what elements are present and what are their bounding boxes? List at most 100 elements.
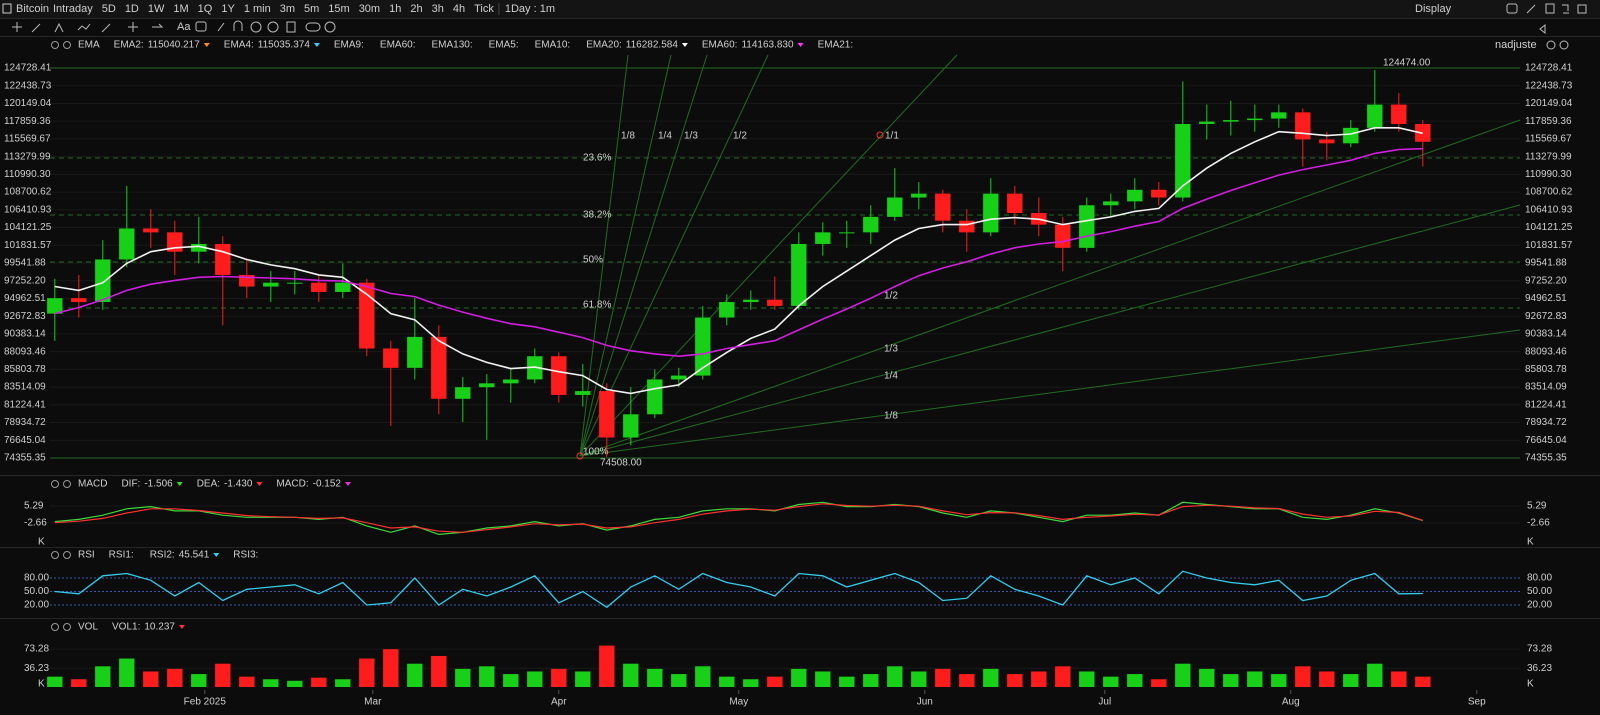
settings-icon[interactable] [51, 551, 59, 559]
settings-icon[interactable] [51, 480, 59, 488]
settings-icon[interactable] [51, 623, 59, 631]
indicator-name[interactable]: MACD [78, 479, 107, 490]
period-button[interactable]: 4h [453, 3, 465, 15]
period-button[interactable]: Tick [474, 3, 494, 15]
volume-bar [47, 676, 63, 687]
period-button[interactable]: 1Q [198, 3, 213, 15]
fan-line [579, 54, 629, 457]
candle-body [1391, 104, 1407, 124]
legend-label: EMA5: [489, 40, 519, 51]
volume-bar [143, 671, 159, 687]
period-button[interactable]: 30m [359, 3, 380, 15]
period-button[interactable]: 1W [148, 3, 165, 15]
wave-tool[interactable] [77, 23, 91, 31]
period-button[interactable]: 1Y [221, 3, 235, 15]
volume-bar [815, 671, 831, 687]
volume-bar [983, 668, 999, 687]
font-tool[interactable]: Aa [177, 21, 191, 33]
crosshair-tool[interactable] [12, 22, 22, 32]
line-tool[interactable] [31, 23, 41, 33]
hide-tool[interactable] [267, 21, 279, 33]
symbol[interactable]: Bitcoin [16, 3, 49, 15]
hide-icon[interactable] [63, 623, 71, 631]
lock-tool[interactable] [250, 21, 262, 33]
magnet-tool[interactable] [233, 20, 243, 31]
camera-icon[interactable] [1506, 3, 1518, 14]
x-tick-label: Apr [551, 697, 567, 708]
candle-body [983, 193, 999, 233]
indicator-name[interactable]: VOL [78, 622, 98, 633]
period-button[interactable]: 3m [280, 3, 295, 15]
pattern-tool[interactable] [54, 22, 64, 33]
fan-label: 1/1 [885, 131, 899, 142]
legend-value: -1.430 [224, 479, 253, 490]
brush-tool[interactable] [101, 23, 111, 33]
fan-handle[interactable] [576, 452, 584, 460]
close-icon[interactable] [1559, 40, 1569, 50]
period-button[interactable]: 5D [102, 3, 116, 15]
y-tick-label: 81224.41 [1525, 399, 1567, 410]
volume-bar [407, 663, 423, 687]
link-tool[interactable] [305, 22, 321, 32]
candle-body [503, 379, 519, 384]
period-button[interactable]: 2h [410, 3, 422, 15]
volume-bar [71, 679, 87, 687]
y-tick-label: 20.00 [1527, 600, 1552, 611]
volume-bar [1367, 663, 1383, 687]
undo-tool[interactable] [152, 23, 164, 28]
settings-icon[interactable] [51, 41, 59, 49]
note-tool[interactable] [195, 21, 207, 32]
volume-bar [503, 674, 519, 687]
adjust-menu[interactable]: nadjuste [1495, 39, 1537, 51]
display-menu[interactable]: Display [1415, 3, 1452, 15]
period-button[interactable]: 5m [304, 3, 319, 15]
y-tick-label: 73.28 [1527, 644, 1552, 655]
candle-body [1343, 127, 1359, 144]
legend-value: 116282.584 [626, 40, 679, 51]
delete-tool[interactable] [286, 21, 296, 33]
back-icon[interactable] [1539, 23, 1546, 35]
period-button[interactable]: 1M [173, 3, 188, 15]
indicator-name[interactable]: RSI [78, 550, 95, 561]
indicator-name[interactable]: EMA [78, 40, 100, 51]
hide-icon[interactable] [63, 551, 71, 559]
hide-icon[interactable] [63, 480, 71, 488]
measure-tool[interactable] [128, 22, 138, 32]
layout-icon[interactable] [1545, 3, 1555, 14]
low-label: 74508.00 [600, 458, 642, 469]
x-tick-label: Feb 2025 [184, 697, 227, 708]
period-button[interactable]: 1 min [244, 3, 271, 15]
y-tick-label: -2.66 [24, 518, 47, 529]
y-tick-label: 117859.36 [4, 116, 51, 127]
candle-body [1175, 123, 1191, 198]
period-button[interactable]: 15m [328, 3, 349, 15]
fan-handle[interactable] [876, 131, 884, 139]
candle-body [359, 282, 375, 349]
candle-body [911, 193, 927, 198]
y-tick-label: -2.66 [1527, 518, 1550, 529]
y-tick-label: 110990.30 [4, 169, 51, 180]
hide-icon[interactable] [63, 41, 71, 49]
fan-line [579, 54, 672, 457]
fan-label: 1/2 [733, 131, 747, 142]
fan-line [579, 204, 1521, 457]
sidebar-icon[interactable] [2, 3, 12, 14]
fan-line [579, 329, 1521, 457]
ruler-tool[interactable] [217, 22, 225, 32]
period-button[interactable]: 1h [389, 3, 401, 15]
settings-tool[interactable] [324, 21, 336, 33]
window-icon[interactable] [1577, 4, 1587, 14]
legend-arrow [797, 43, 804, 47]
period-button[interactable]: Intraday [53, 3, 93, 15]
fullscreen-icon[interactable] [1562, 4, 1569, 14]
pen-icon[interactable] [1526, 4, 1536, 14]
period-button[interactable]: 1D [125, 3, 139, 15]
min-icon[interactable] [1546, 40, 1556, 50]
period-button[interactable]: 3h [432, 3, 444, 15]
volume-bar [695, 666, 711, 687]
y-tick-label: 99541.88 [4, 258, 46, 269]
volume-bar [671, 674, 687, 687]
interval-select[interactable]: 1Day : 1m [505, 3, 555, 15]
y-tick-label: 50.00 [24, 586, 49, 597]
